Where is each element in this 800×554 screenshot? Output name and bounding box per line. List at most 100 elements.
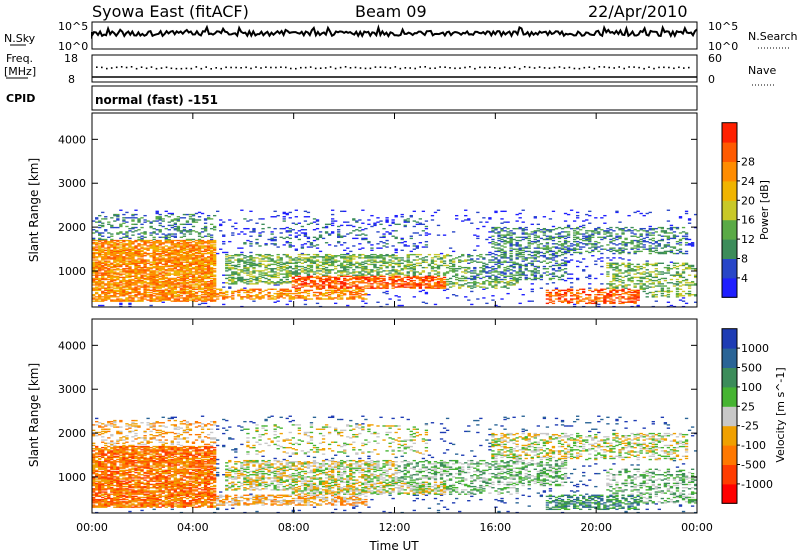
echo-cell	[397, 259, 401, 261]
echo-cell	[382, 264, 386, 267]
echo-cell	[560, 253, 565, 256]
echo-cell	[340, 257, 344, 259]
echo-cell	[424, 283, 429, 285]
echo-cell	[128, 251, 132, 254]
echo-cell	[252, 268, 256, 270]
echo-cell	[303, 290, 308, 293]
echo-cell	[518, 271, 522, 273]
echo-cell	[321, 237, 326, 240]
echo-cell	[569, 291, 574, 294]
echo-cell	[455, 218, 459, 220]
echo-cell	[476, 227, 480, 230]
echo-cell	[521, 264, 525, 267]
echo-cell	[388, 272, 392, 274]
echo-cell	[364, 277, 368, 280]
echo-cell	[234, 268, 238, 270]
echo-cell	[116, 249, 120, 251]
echo-cell	[421, 246, 426, 248]
echo-cell	[110, 246, 114, 248]
echo-cell	[297, 292, 302, 295]
echo-cell	[92, 295, 96, 297]
echo-cell	[113, 249, 117, 251]
echo-cell	[566, 273, 571, 275]
echo-cell	[358, 266, 362, 269]
echo-cell	[566, 251, 571, 254]
echo-cell	[158, 298, 162, 300]
echo-cell	[497, 262, 501, 264]
echo-cell	[273, 282, 277, 284]
echo-cell	[461, 284, 465, 286]
echo-cell	[542, 248, 547, 250]
echo-cell	[300, 297, 305, 299]
echo-cell	[203, 296, 208, 298]
echo-cell	[309, 244, 314, 246]
echo-cell	[98, 270, 102, 272]
echo-cell	[560, 236, 565, 239]
echo-cell	[179, 276, 184, 279]
echo-cell	[282, 227, 286, 230]
echo-cell	[470, 303, 474, 306]
echo-cell	[300, 252, 305, 255]
echo-cell	[104, 277, 108, 280]
echo-cell	[149, 226, 153, 229]
echo-cell	[209, 284, 214, 286]
echo-cell	[252, 231, 256, 233]
echo-cell	[312, 257, 317, 259]
echo-cell	[128, 302, 132, 305]
echo-cell	[318, 236, 323, 239]
echo-cell	[276, 284, 280, 286]
echo-cell	[557, 236, 562, 239]
echo-cell	[545, 238, 550, 241]
echo-cell	[164, 299, 168, 301]
nave-dot	[354, 66, 357, 69]
echo-cell	[530, 243, 534, 245]
echo-cell	[442, 285, 447, 287]
echo-cell	[261, 272, 265, 274]
echo-cell	[143, 262, 147, 264]
echo-cell	[282, 289, 286, 292]
echo-cell	[276, 261, 280, 263]
echo-cell	[509, 239, 513, 242]
echo-cell	[409, 235, 413, 237]
echo-cell	[276, 281, 280, 283]
echo-cell	[194, 283, 199, 285]
echo-cell	[382, 236, 386, 239]
echo-cell	[560, 259, 565, 261]
echo-cell	[288, 242, 292, 244]
echo-cell	[200, 259, 205, 261]
echo-cell	[240, 251, 244, 254]
echo-cell	[451, 264, 456, 267]
echo-cell	[134, 294, 138, 296]
echo-cell	[560, 274, 565, 276]
echo-cell	[545, 243, 550, 245]
echo-cell	[149, 263, 153, 266]
echo-cell	[128, 297, 132, 299]
echo-cell	[379, 261, 383, 263]
echo-cell	[309, 286, 314, 288]
echo-cell	[385, 261, 389, 263]
echo-cell	[258, 264, 262, 267]
echo-cell	[330, 292, 335, 295]
echo-cell	[379, 279, 383, 282]
echo-cell	[418, 222, 423, 224]
echo-cell	[455, 214, 459, 217]
echo-cell	[107, 292, 111, 295]
echo-cell	[167, 234, 171, 236]
echo-cell	[445, 271, 450, 273]
echo-cell	[173, 262, 177, 264]
echo-cell	[397, 299, 401, 301]
echo-cell	[122, 292, 126, 295]
echo-cell	[216, 296, 220, 298]
echo-cell	[476, 273, 480, 275]
echo-cell	[270, 281, 274, 283]
echo-cell	[379, 247, 383, 249]
echo-cell	[337, 283, 341, 285]
echo-cell	[125, 260, 129, 262]
echo-cell	[349, 250, 353, 253]
echo-cell	[101, 238, 105, 241]
echo-cell	[349, 287, 353, 289]
echo-cell	[185, 246, 190, 248]
echo-cell	[330, 262, 335, 264]
echo-cell	[116, 290, 120, 293]
echo-cell	[361, 257, 365, 259]
